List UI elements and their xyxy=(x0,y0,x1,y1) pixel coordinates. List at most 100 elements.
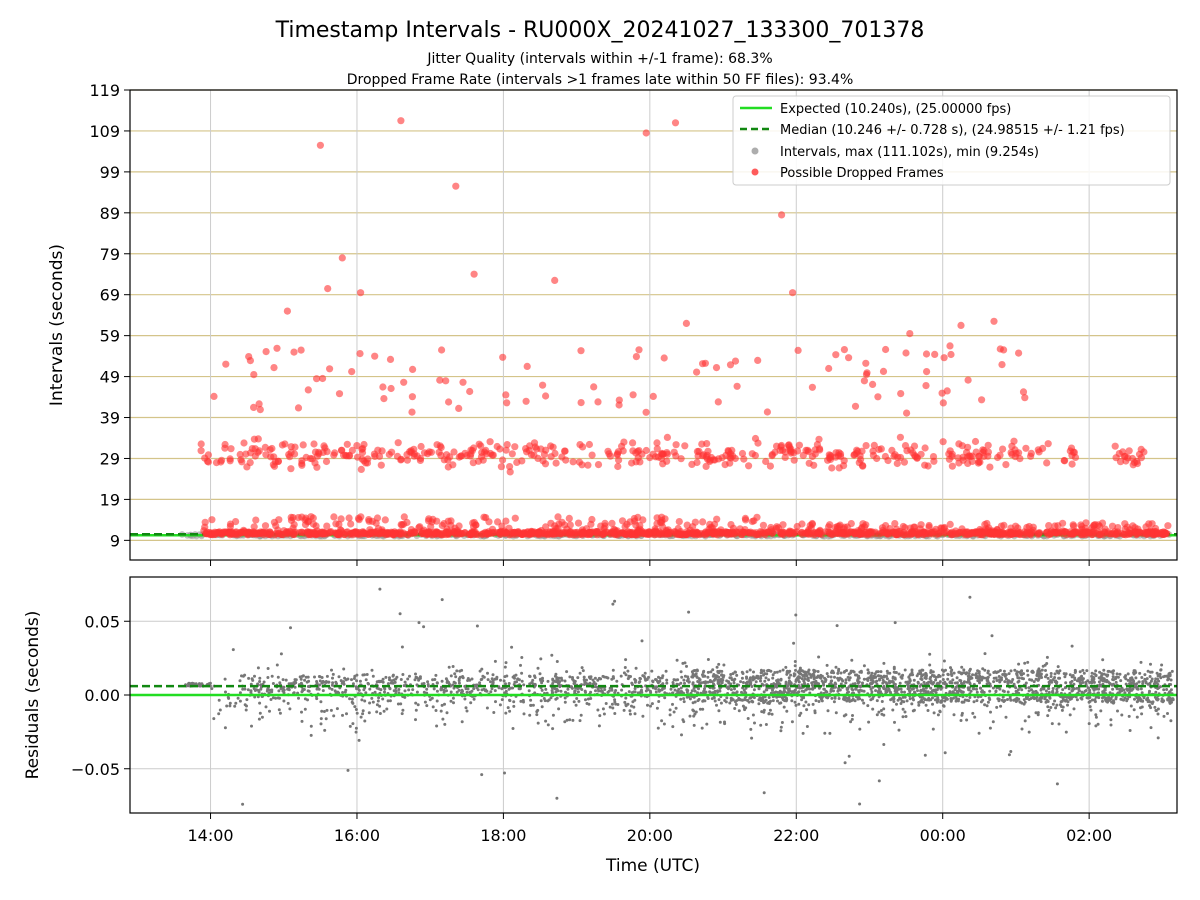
dropped-frame-point xyxy=(1116,458,1125,466)
residual-point xyxy=(950,668,954,672)
dropped-frame-point xyxy=(996,451,1004,459)
dropped-frame-point xyxy=(652,453,660,461)
residual-point xyxy=(512,700,516,704)
residual-point xyxy=(1139,660,1143,664)
y-tick-label: 19 xyxy=(100,490,120,509)
residual-point xyxy=(856,678,860,681)
dropped-frame-point xyxy=(608,519,616,528)
dropped-frame-point xyxy=(699,451,708,459)
dropped-frame-point xyxy=(1000,521,1008,530)
residual-point xyxy=(771,673,775,677)
residual-point xyxy=(716,669,720,673)
residual-point xyxy=(286,701,290,705)
residual-point xyxy=(1053,672,1057,676)
residual-point xyxy=(993,670,997,674)
residual-point xyxy=(1051,678,1055,682)
residual-point xyxy=(764,698,768,702)
residual-point xyxy=(685,688,689,692)
residual-point xyxy=(794,679,798,683)
residual-point xyxy=(1034,689,1038,693)
residual-point xyxy=(1061,688,1065,692)
residual-point xyxy=(1169,688,1173,692)
dropped-frame-point xyxy=(442,377,450,385)
residual-point xyxy=(397,691,401,695)
residual-point xyxy=(668,713,672,717)
residual-point xyxy=(882,707,886,711)
residual-point xyxy=(731,672,735,676)
residual-point xyxy=(650,702,654,706)
dropped-frame-point xyxy=(502,517,510,525)
dropped-frame-point xyxy=(850,451,858,459)
residual-point xyxy=(745,676,749,680)
dropped-frame-point xyxy=(363,459,372,467)
residual-point xyxy=(779,701,783,705)
residual-point xyxy=(772,682,776,686)
residual-point xyxy=(611,706,615,710)
residual-point xyxy=(464,706,468,710)
residual-point xyxy=(764,676,768,680)
residual-point xyxy=(706,658,710,661)
dropped-frame-point xyxy=(974,459,983,467)
dropped-frame-point xyxy=(903,409,911,417)
residual-point xyxy=(1053,699,1057,703)
residual-point xyxy=(833,681,837,685)
dropped-frame-point xyxy=(1002,461,1010,469)
residual-point xyxy=(988,726,992,730)
residual-point xyxy=(877,710,881,714)
residual-point xyxy=(1079,675,1083,679)
residual-point xyxy=(743,706,746,710)
residual-point xyxy=(957,697,961,701)
dropped-frame-point xyxy=(353,442,361,450)
residual-point xyxy=(934,675,938,679)
residual-point xyxy=(650,669,654,673)
dropped-frame-point xyxy=(489,451,497,459)
dropped-frame-point xyxy=(767,523,775,532)
residual-point xyxy=(828,731,832,735)
residual-point xyxy=(480,773,484,777)
residual-point xyxy=(1149,670,1152,674)
residual-point xyxy=(709,670,713,674)
dropped-frame-point xyxy=(946,447,954,455)
residual-point xyxy=(1129,704,1133,708)
dropped-frame-point xyxy=(294,404,303,412)
dropped-frame-point xyxy=(499,353,507,361)
dropped-frame-point xyxy=(452,182,460,190)
residual-point xyxy=(354,726,358,730)
residual-point xyxy=(1101,699,1104,703)
residual-point xyxy=(829,679,833,683)
residual-point xyxy=(1099,678,1103,682)
residual-point xyxy=(701,670,705,674)
dropped-frame-point xyxy=(909,449,917,457)
residual-point xyxy=(529,698,533,702)
residual-point xyxy=(363,699,367,703)
residual-point xyxy=(546,699,550,703)
residual-point xyxy=(759,699,763,703)
residual-point xyxy=(833,675,836,679)
residual-point xyxy=(834,711,838,715)
residual-point xyxy=(485,706,489,710)
dropped-frame-point xyxy=(1094,521,1102,529)
residual-point xyxy=(691,708,695,712)
residual-point xyxy=(361,712,365,716)
dropped-frame-point xyxy=(878,524,887,532)
residual-point xyxy=(915,674,919,678)
jitter-quality-subtitle: Jitter Quality (intervals within +/-1 fr… xyxy=(426,51,772,67)
residual-point xyxy=(643,671,647,675)
dropped-frame-point xyxy=(337,515,345,523)
residual-point xyxy=(233,704,237,708)
residual-point xyxy=(1169,678,1173,682)
dropped-frame-point xyxy=(584,461,592,469)
residual-point xyxy=(680,733,683,737)
residual-point xyxy=(978,681,981,685)
dropped-frame-point xyxy=(566,531,574,539)
dropped-frame-point xyxy=(506,463,514,471)
residual-point xyxy=(750,685,754,688)
residual-point xyxy=(1060,708,1064,712)
residual-point xyxy=(858,727,862,731)
y-tick-label: 49 xyxy=(100,368,120,387)
dropped-frame-point xyxy=(291,450,299,458)
dropped-frame-point xyxy=(345,452,353,460)
residual-point xyxy=(807,679,810,682)
dropped-frame-point xyxy=(197,440,205,448)
dropped-frame-point xyxy=(826,452,835,460)
